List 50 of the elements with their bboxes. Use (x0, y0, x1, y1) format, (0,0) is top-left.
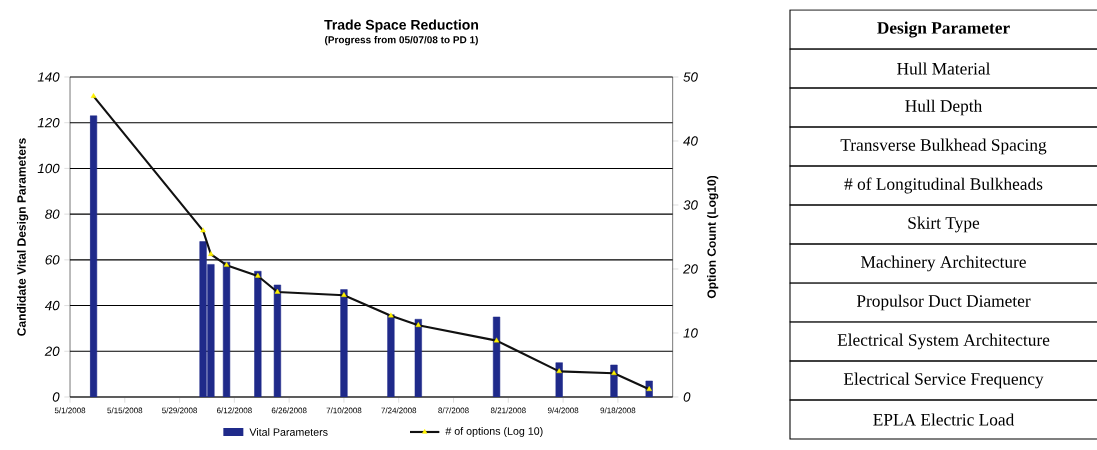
text: Transverse Bulkhead Spacing (840, 138, 1047, 155)
text: Hull Material (897, 62, 991, 75)
x-tick-label: 7/24/2008 (381, 407, 417, 414)
x-tick-label: 8/7/2008 (438, 407, 469, 414)
text: Design Parameter (877, 21, 1010, 38)
x-tick-label: 5/15/2008 (107, 407, 143, 414)
y-tick-label: 0 (52, 392, 60, 402)
y-tick-label: 20 (44, 346, 60, 356)
x-tick-label: 6/12/2008 (216, 407, 252, 414)
bar (387, 314, 395, 397)
text: EPLA Electric Load (873, 413, 1015, 426)
legend-label: # of options (Log 10) (445, 427, 543, 437)
x-tick-label: 9/18/2008 (600, 407, 636, 414)
chart-title: Trade Space Reduction (324, 19, 478, 33)
y2-axis-title: Option Count (Log10) (707, 175, 719, 299)
bar (222, 261, 231, 397)
text: # of Longitudinal Bulkheads (844, 177, 1043, 194)
bar (89, 115, 98, 397)
y2-tick-label: 50 (683, 72, 698, 82)
y2-tick-label: 30 (683, 200, 698, 210)
text: Hull Depth (905, 99, 983, 116)
x-tick-label: 5/29/2008 (162, 407, 198, 414)
text: Machinery Architecture (860, 255, 1026, 272)
y2-tick-label: 40 (683, 136, 698, 146)
y-tick-label: 40 (44, 300, 60, 311)
y-tick-label: 140 (37, 72, 60, 82)
y-tick-label: 100 (37, 163, 60, 174)
y2-tick-label: 10 (683, 328, 698, 338)
x-tick-label: 5/1/2008 (54, 407, 86, 414)
bar (340, 289, 348, 397)
x-tick-label: 7/10/2008 (326, 407, 362, 414)
x-tick-label: 9/4/2008 (547, 407, 579, 414)
x-tick-label: 6/26/2008 (271, 407, 307, 414)
text: Propulsor Duct Diameter (856, 294, 1031, 311)
y-axis-title: Candidate Vital Design Parameters (16, 138, 29, 336)
y-tick-label: 60 (45, 255, 60, 265)
bar (414, 319, 422, 397)
y-tick-label: 120 (37, 117, 60, 128)
text: Electrical Service Frequency (843, 372, 1044, 389)
y2-tick-label: 0 (683, 392, 691, 402)
text: Skirt Type (908, 216, 980, 233)
y2-tick-label: 20 (682, 264, 698, 274)
bar (492, 316, 501, 397)
bar (273, 284, 282, 397)
text: Electrical System Architecture (837, 333, 1050, 350)
legend-label: Vital Parameters (249, 428, 328, 436)
bar (254, 271, 262, 397)
y-tick-label: 80 (45, 209, 60, 219)
x-tick-label: 8/21/2008 (490, 407, 526, 414)
chart-subtitle: (Progress from 05/07/08 to PD 1) (325, 35, 478, 46)
